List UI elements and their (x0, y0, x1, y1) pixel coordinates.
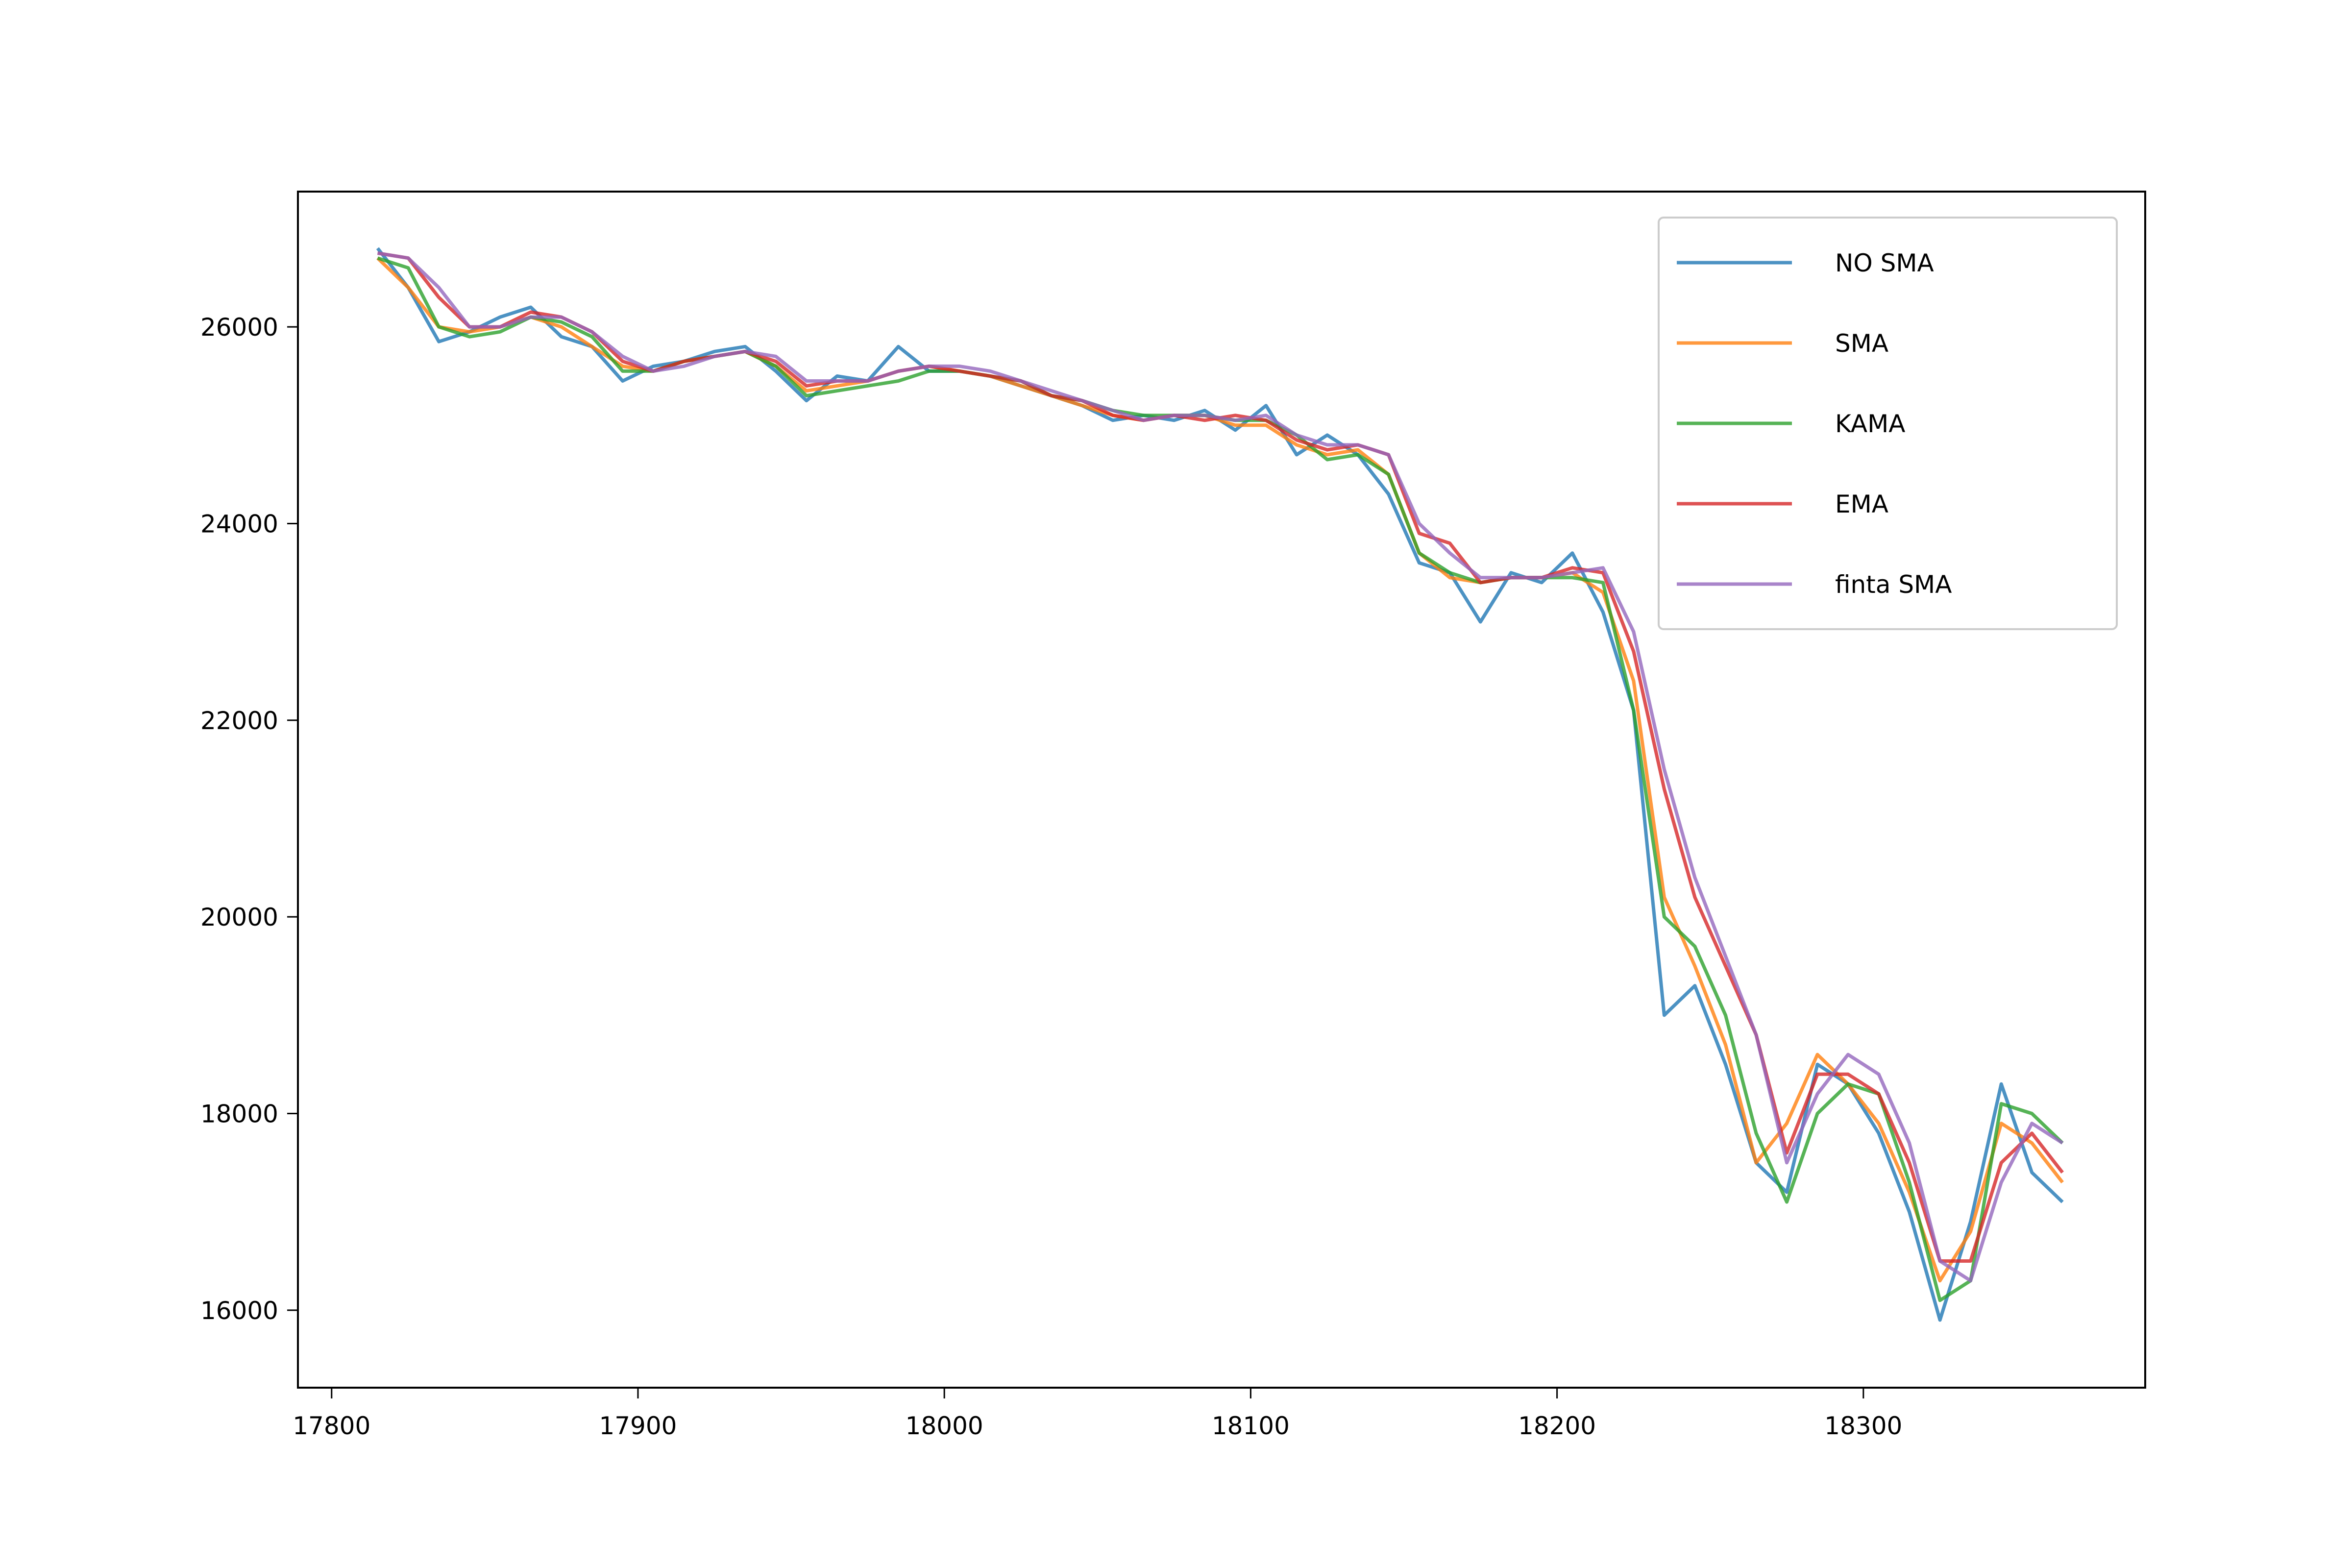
legend-label: SMA (1835, 329, 1888, 358)
legend-label: EMA (1835, 490, 1888, 518)
x-tick-label: 17900 (599, 1412, 677, 1440)
legend-label: NO SMA (1835, 249, 1934, 277)
x-tick-label: 18000 (906, 1412, 983, 1440)
x-tick-label: 17800 (293, 1412, 370, 1440)
legend-label: KAMA (1835, 410, 1905, 438)
legend-label: finta SMA (1835, 570, 1952, 599)
y-tick-label: 16000 (200, 1297, 278, 1325)
axes-frame (297, 191, 2146, 1389)
x-tick-label: 18300 (1824, 1412, 1902, 1440)
y-tick-label: 26000 (200, 313, 278, 342)
x-tick-label: 18200 (1518, 1412, 1596, 1440)
x-tick-label: 18100 (1212, 1412, 1290, 1440)
y-tick-label: 24000 (200, 510, 278, 538)
y-tick-label: 22000 (200, 707, 278, 735)
series-line (377, 251, 2064, 1283)
y-tick-label: 18000 (200, 1100, 278, 1128)
y-tick-label: 20000 (200, 903, 278, 931)
legend-box (1658, 217, 2118, 630)
legend: NO SMA SMA KAMA EMA finta SMA (1658, 217, 2118, 630)
